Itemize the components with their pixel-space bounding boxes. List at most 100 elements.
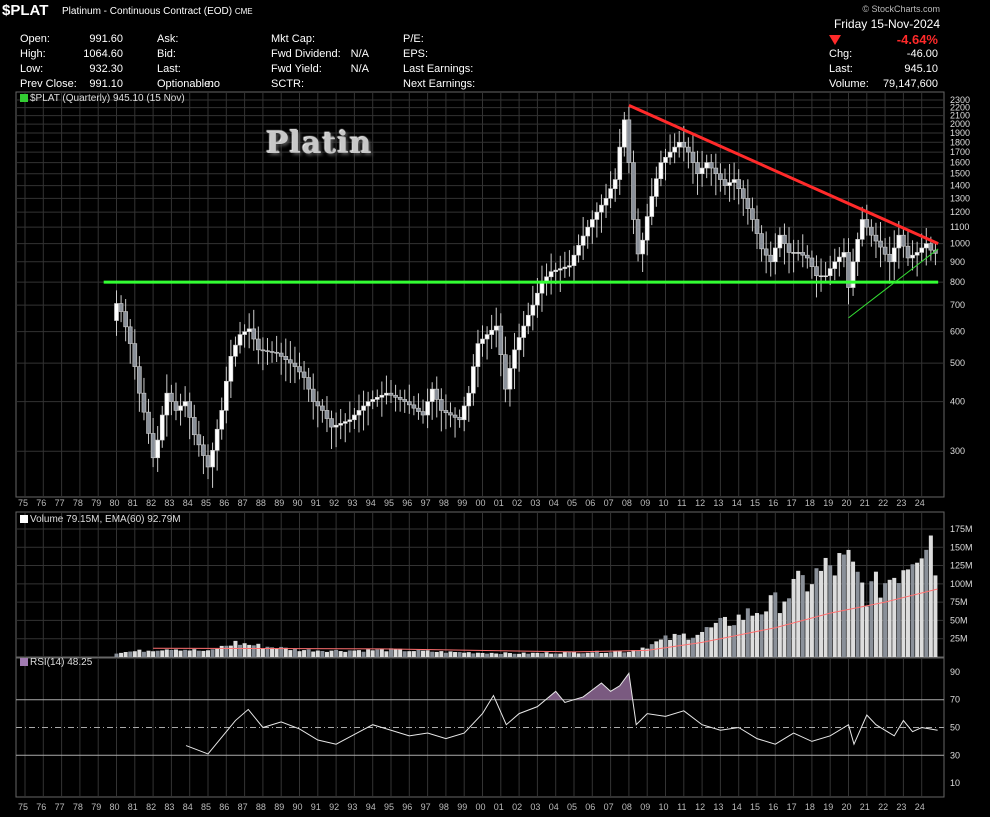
candle-body — [493, 325, 499, 331]
candle-body — [873, 234, 879, 242]
candle-body — [855, 239, 860, 263]
volume-tick-label: 75M — [950, 597, 968, 607]
volume-bar — [507, 653, 512, 657]
volume-bar — [773, 592, 778, 657]
volume-bar — [668, 639, 673, 657]
candle-body — [745, 198, 751, 209]
x-tick-label: 01 — [494, 802, 504, 812]
x-tick-label: 14 — [732, 498, 742, 508]
price-tick-label: 1600 — [950, 158, 970, 168]
x-tick-label: 82 — [146, 498, 156, 508]
candle-body — [489, 329, 494, 335]
volume-bar — [828, 565, 833, 657]
volume-bar — [398, 648, 403, 657]
x-tick-label: 76 — [36, 802, 46, 812]
volume-bar — [173, 649, 178, 657]
quote-label: Open: — [20, 33, 50, 45]
x-tick-label: 96 — [402, 802, 412, 812]
volume-bar — [745, 608, 750, 657]
candle-body — [612, 179, 618, 189]
volume-bar — [741, 619, 746, 657]
volume-bar — [759, 614, 764, 657]
volume-bar — [270, 647, 275, 657]
candle-body — [224, 380, 229, 411]
volume-bar — [343, 651, 348, 657]
x-tick-label: 20 — [841, 802, 851, 812]
candle-body — [635, 219, 641, 255]
volume-bar — [228, 645, 233, 657]
volume-bar — [530, 652, 535, 657]
volume-bar — [123, 652, 128, 657]
quote-label: Low: — [20, 63, 44, 75]
candle-body — [567, 265, 572, 268]
candle-body — [599, 204, 604, 213]
candle-body — [713, 167, 719, 174]
volume-bar — [700, 631, 705, 657]
x-tick-label: 98 — [439, 498, 449, 508]
uptrend-line — [848, 248, 939, 319]
candle-body — [439, 399, 444, 411]
x-tick-label: 87 — [238, 498, 248, 508]
volume-bar — [764, 611, 769, 657]
x-tick-label: 01 — [494, 498, 504, 508]
candle-body — [878, 240, 883, 248]
candle-body — [827, 268, 833, 277]
volume-bar — [709, 627, 714, 657]
price-legend-text: $PLAT (Quarterly) 945.10 (15 Nov) — [30, 93, 185, 104]
x-tick-label: 09 — [640, 802, 650, 812]
x-tick-label: 80 — [109, 802, 119, 812]
volume-bar — [626, 651, 631, 657]
instrument-name: Platinum - Continuous Contract (EOD) CME — [62, 6, 253, 17]
candle-body — [521, 325, 526, 338]
quote-label: High: — [20, 48, 46, 60]
x-tick-label: 89 — [274, 498, 284, 508]
x-tick-label: 04 — [549, 802, 559, 812]
volume-bar — [256, 643, 261, 657]
candle-body — [137, 366, 142, 394]
volume-bar — [361, 651, 366, 657]
candle-body — [663, 156, 668, 163]
x-tick-label: 19 — [823, 802, 833, 812]
candle-body — [686, 146, 691, 153]
quote-label: Last: — [829, 63, 853, 75]
volume-bar — [841, 554, 846, 657]
quote-value: 79,147,600 — [882, 78, 938, 90]
x-tick-label: 24 — [915, 802, 925, 812]
x-tick-label: 07 — [604, 498, 614, 508]
candle-body — [809, 257, 815, 267]
volume-bar — [613, 651, 618, 657]
candle-body — [310, 388, 316, 402]
volume-bar — [768, 595, 773, 657]
x-tick-label: 18 — [805, 498, 815, 508]
candle-body — [150, 433, 156, 459]
candle-body — [393, 394, 398, 398]
volume-bar — [485, 653, 490, 657]
candle-body — [265, 350, 270, 352]
volume-bar — [471, 653, 476, 657]
x-tick-label: 21 — [860, 802, 870, 812]
volume-bar — [892, 577, 897, 657]
candle-body — [260, 349, 266, 352]
volume-bar — [636, 650, 641, 657]
candle-body — [480, 338, 485, 344]
candle-body — [754, 219, 760, 234]
price-tick-label: 900 — [950, 257, 965, 267]
x-tick-label: 16 — [768, 802, 778, 812]
x-tick-label: 22 — [878, 802, 888, 812]
x-tick-label: 93 — [347, 498, 357, 508]
candle-body — [690, 151, 696, 163]
candle-body — [736, 179, 742, 189]
x-tick-label: 80 — [109, 498, 119, 508]
volume-bar — [704, 627, 709, 657]
rsi-legend-swatch — [20, 658, 28, 666]
candle-body — [727, 182, 732, 186]
volume-bar — [805, 591, 810, 657]
change-percent: -4.64% — [896, 32, 938, 47]
candle-body — [516, 337, 522, 351]
volume-bar — [265, 646, 270, 657]
candle-body — [589, 219, 595, 228]
x-tick-label: 77 — [55, 802, 65, 812]
volume-bar — [480, 652, 485, 657]
quote-label: Last Earnings: — [403, 63, 474, 75]
price-tick-label: 1200 — [950, 207, 970, 217]
